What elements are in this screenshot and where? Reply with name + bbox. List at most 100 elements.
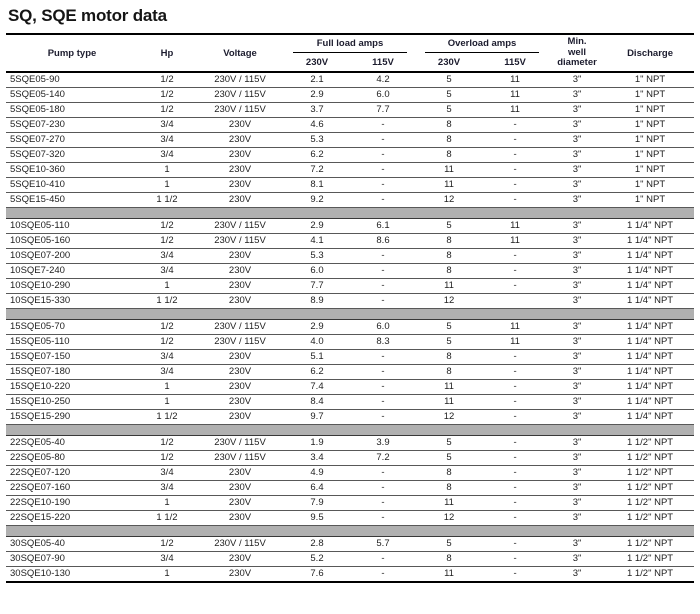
overload-230v-cell: 8	[416, 117, 483, 133]
voltage-cell: 230V	[196, 364, 284, 380]
full-load-115v-cell: -	[350, 364, 417, 380]
min-well-diameter-cell: 3"	[548, 72, 607, 88]
full-load-115v-cell: 6.0	[350, 319, 417, 335]
discharge-cell: 1 1/2" NPT	[606, 450, 695, 466]
voltage-cell: 230V	[196, 551, 284, 567]
table-row: 10SQE07-200 3/4 230V 5.3-8-3" 1 1/4" NPT	[6, 248, 695, 264]
subheader-overload-230v: 230V	[416, 53, 483, 73]
overload-230v-cell: 8	[416, 263, 483, 279]
overload-230v-cell: 11	[416, 495, 483, 511]
voltage-cell: 230V / 115V	[196, 233, 284, 249]
subheader-overload-115v: 115V	[482, 53, 549, 73]
voltage-cell: 230V	[196, 379, 284, 395]
pump-type-cell: 5SQE10-410	[6, 177, 138, 193]
hp-cell: 3/4	[138, 263, 196, 279]
full-load-115v-cell: 3.9	[350, 435, 417, 451]
overload-115v-cell: -	[482, 480, 549, 496]
pump-type-cell: 10SQE10-290	[6, 278, 138, 294]
full-load-115v-cell: -	[350, 566, 417, 583]
full-load-115v-cell: -	[350, 379, 417, 395]
min-well-diameter-cell: 3"	[548, 551, 607, 567]
discharge-cell: 1 1/2" NPT	[606, 435, 695, 451]
discharge-cell: 1 1/2" NPT	[606, 551, 695, 567]
min-well-diameter-cell: 3"	[548, 480, 607, 496]
discharge-cell: 1 1/2" NPT	[606, 510, 695, 526]
min-well-diameter-cell: 3"	[548, 248, 607, 264]
min-well-diameter-cell: 3"	[548, 379, 607, 395]
full-load-230v-cell: 2.1	[284, 72, 350, 88]
min-well-diameter-cell: 3"	[548, 263, 607, 279]
full-load-230v-cell: 7.6	[284, 566, 350, 583]
full-load-230v-cell: 2.9	[284, 87, 350, 103]
overload-230v-cell: 8	[416, 349, 483, 365]
column-header-min-well-diameter: Min. well diameter	[548, 34, 607, 73]
hp-cell: 1/2	[138, 87, 196, 103]
voltage-cell: 230V / 115V	[196, 102, 284, 118]
overload-115v-cell: -	[482, 465, 549, 481]
overload-230v-cell: 5	[416, 87, 483, 103]
full-load-115v-cell: -	[350, 293, 417, 309]
discharge-cell: 1 1/2" NPT	[606, 495, 695, 511]
pump-type-cell: 5SQE10-360	[6, 162, 138, 178]
table-row: 10SQE15-330 1 1/2 230V 8.9-12 3" 1 1/4" NPT	[6, 293, 695, 309]
overload-230v-cell: 5	[416, 218, 483, 234]
voltage-cell: 230V	[196, 147, 284, 163]
voltage-cell: 230V / 115V	[196, 435, 284, 451]
hp-cell: 1	[138, 566, 196, 583]
overload-230v-cell: 5	[416, 450, 483, 466]
overload-115v-cell: -	[482, 132, 549, 148]
full-load-230v-cell: 1.9	[284, 435, 350, 451]
overload-115v-cell: -	[482, 192, 549, 208]
table-row: 22SQE07-160 3/4 230V 6.4-8-3" 1 1/2" NPT	[6, 480, 695, 496]
overload-230v-cell: 11	[416, 278, 483, 294]
voltage-cell: 230V	[196, 177, 284, 193]
pump-type-cell: 22SQE15-220	[6, 510, 138, 526]
full-load-115v-cell: 7.2	[350, 450, 417, 466]
page-title: SQ, SQE motor data	[8, 6, 167, 25]
subheader-full-load-230v: 230V	[284, 53, 350, 73]
voltage-cell: 230V	[196, 132, 284, 148]
hp-cell: 1	[138, 162, 196, 178]
voltage-cell: 230V	[196, 162, 284, 178]
column-header-pump-type: Pump type	[6, 34, 138, 73]
full-load-230v-cell: 9.5	[284, 510, 350, 526]
hp-cell: 3/4	[138, 147, 196, 163]
voltage-cell: 230V	[196, 192, 284, 208]
full-load-230v-cell: 2.8	[284, 536, 350, 552]
min-well-diameter-cell: 3"	[548, 364, 607, 380]
overload-115v-cell: 11	[482, 87, 549, 103]
discharge-cell: 1" NPT	[606, 132, 695, 148]
pump-type-cell: 10SQE05-160	[6, 233, 138, 249]
overload-115v-cell: -	[482, 394, 549, 410]
voltage-cell: 230V	[196, 293, 284, 309]
pump-type-cell: 22SQE10-190	[6, 495, 138, 511]
overload-115v-cell: -	[482, 278, 549, 294]
min-well-diameter-cell: 3"	[548, 102, 607, 118]
full-load-230v-cell: 9.7	[284, 409, 350, 425]
pump-type-cell: 10SQE15-330	[6, 293, 138, 309]
overload-230v-cell: 11	[416, 379, 483, 395]
voltage-cell: 230V / 115V	[196, 334, 284, 350]
pump-type-cell: 30SQE07-90	[6, 551, 138, 567]
full-load-230v-cell: 6.2	[284, 364, 350, 380]
min-well-diameter-cell: 3"	[548, 117, 607, 133]
full-load-230v-cell: 7.4	[284, 379, 350, 395]
min-well-diameter-cell: 3"	[548, 510, 607, 526]
pump-type-cell: 22SQE05-40	[6, 435, 138, 451]
full-load-230v-cell: 5.1	[284, 349, 350, 365]
full-load-115v-cell: 7.7	[350, 102, 417, 118]
motor-data-table: Pump type Hp Voltage Full load amps Over…	[6, 33, 695, 583]
overload-230v-cell: 8	[416, 132, 483, 148]
group-separator-bar	[6, 308, 695, 320]
overload-115v-cell: -	[482, 349, 549, 365]
discharge-cell: 1 1/2" NPT	[606, 465, 695, 481]
table-row: 30SQE07-90 3/4 230V 5.2-8-3" 1 1/2" NPT	[6, 551, 695, 567]
discharge-cell: 1" NPT	[606, 177, 695, 193]
overload-115v-cell: -	[482, 263, 549, 279]
discharge-cell: 1" NPT	[606, 162, 695, 178]
table-row: 22SQE05-40 1/2 230V / 115V 1.9 3.9 5-3" 1 1/2"…	[6, 435, 695, 451]
hp-cell: 3/4	[138, 551, 196, 567]
table-row: 10SQE05-160 1/2 230V / 115V 4.1 8.6 8 11 3" 1 1/…	[6, 233, 695, 249]
table-row: 22SQE07-120 3/4 230V 4.9-8-3" 1 1/2" NPT	[6, 465, 695, 481]
min-well-diameter-cell: 3"	[548, 192, 607, 208]
